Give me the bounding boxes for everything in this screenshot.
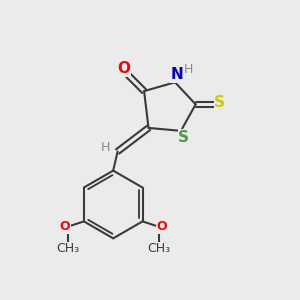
Text: O: O	[117, 61, 130, 76]
Text: CH₃: CH₃	[147, 242, 170, 255]
Text: H: H	[184, 63, 193, 76]
Text: CH₃: CH₃	[56, 242, 79, 255]
Text: S: S	[178, 130, 189, 145]
Text: O: O	[156, 220, 167, 233]
Text: H: H	[100, 141, 110, 154]
Text: S: S	[214, 95, 225, 110]
Text: O: O	[59, 220, 70, 233]
Text: N: N	[171, 68, 184, 82]
